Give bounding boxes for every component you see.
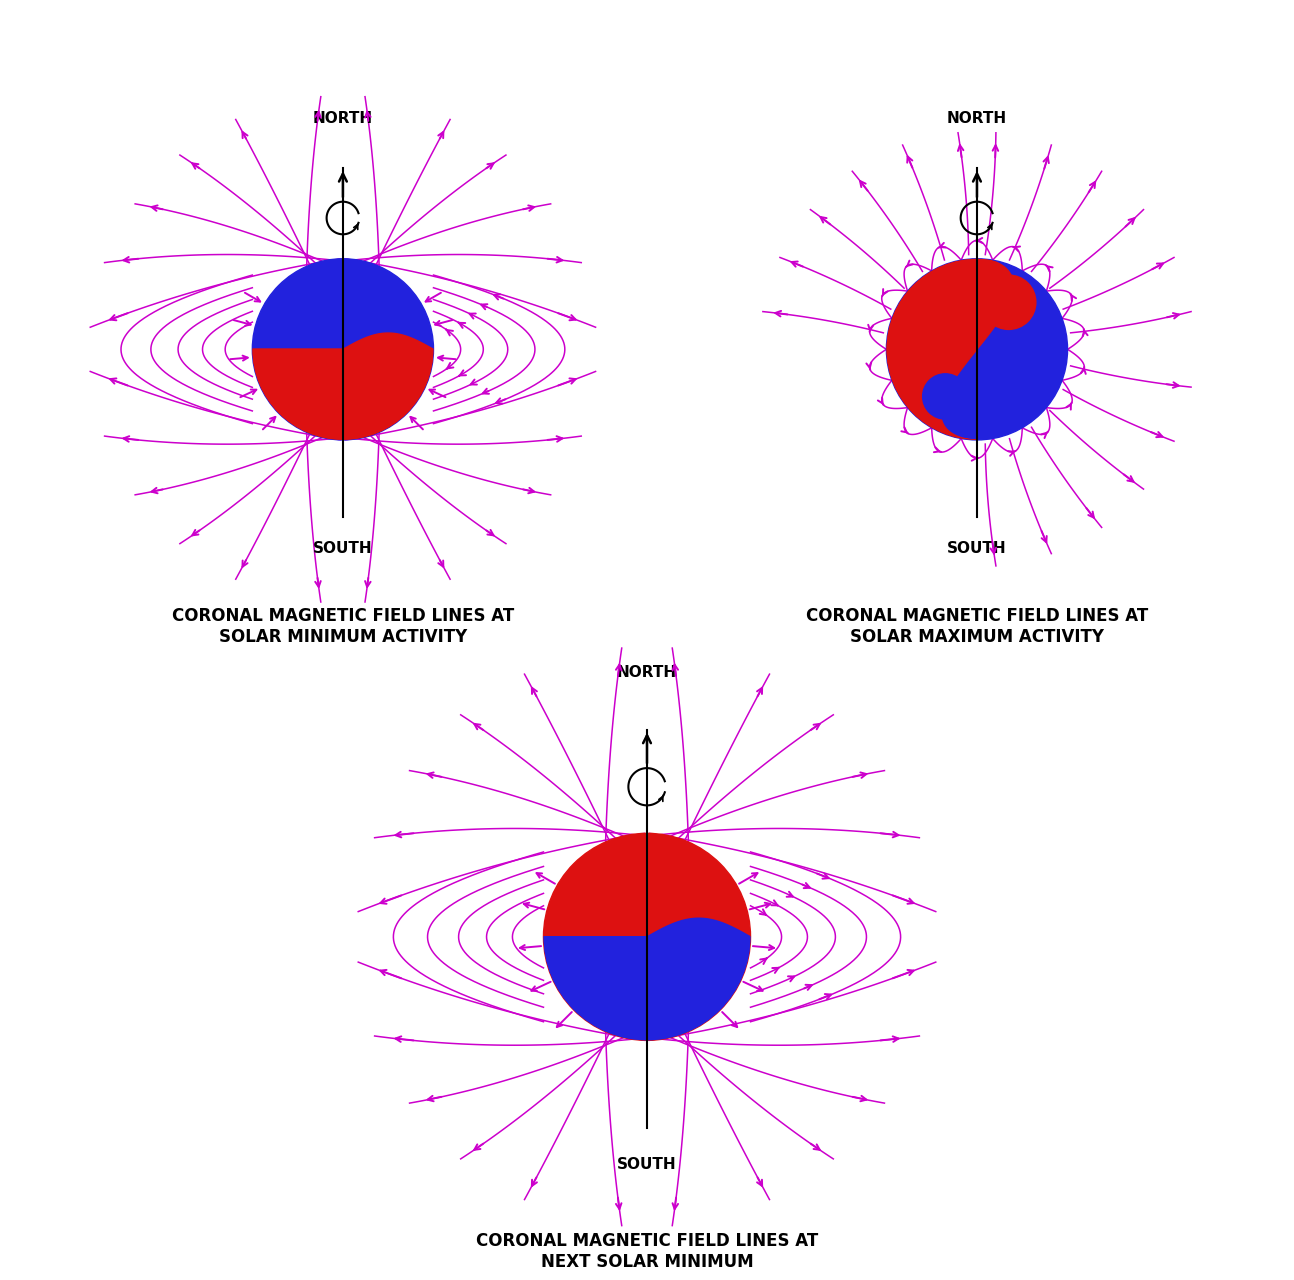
Circle shape xyxy=(543,833,751,1041)
Text: NORTH: NORTH xyxy=(313,111,373,125)
Polygon shape xyxy=(886,259,1013,440)
Circle shape xyxy=(981,275,1035,329)
Text: CORONAL MAGNETIC FIELD LINES AT
SOLAR MINIMUM ACTIVITY: CORONAL MAGNETIC FIELD LINES AT SOLAR MI… xyxy=(172,608,514,646)
Text: CORONAL MAGNETIC FIELD LINES AT
SOLAR MAXIMUM ACTIVITY: CORONAL MAGNETIC FIELD LINES AT SOLAR MA… xyxy=(806,608,1148,646)
Text: SOUTH: SOUTH xyxy=(617,1157,677,1172)
Text: CORONAL MAGNETIC FIELD LINES AT
NEXT SOLAR MINIMUM: CORONAL MAGNETIC FIELD LINES AT NEXT SOL… xyxy=(476,1231,818,1271)
Polygon shape xyxy=(543,918,751,1041)
Polygon shape xyxy=(252,333,433,440)
Circle shape xyxy=(923,374,968,419)
Text: SOUTH: SOUTH xyxy=(947,541,1007,556)
Text: SOUTH: SOUTH xyxy=(313,541,373,556)
Circle shape xyxy=(252,259,433,440)
Text: NORTH: NORTH xyxy=(617,666,677,681)
Circle shape xyxy=(886,259,1068,440)
Text: NORTH: NORTH xyxy=(947,111,1007,125)
